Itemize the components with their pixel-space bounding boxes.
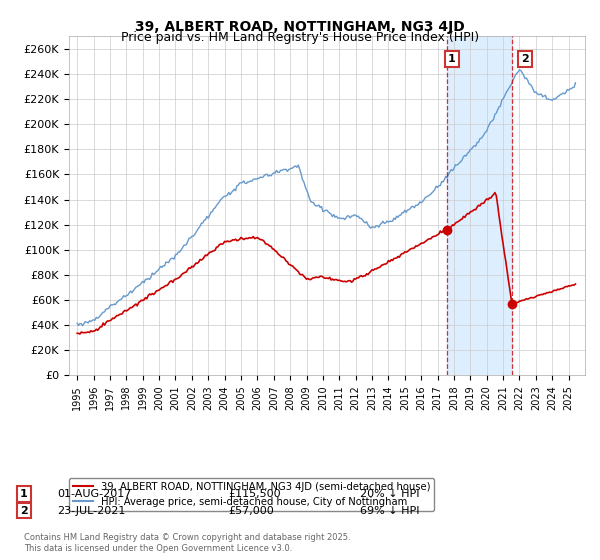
Text: 39, ALBERT ROAD, NOTTINGHAM, NG3 4JD: 39, ALBERT ROAD, NOTTINGHAM, NG3 4JD (135, 20, 465, 34)
Text: 1: 1 (20, 489, 28, 499)
Text: 1: 1 (448, 54, 456, 64)
Text: 20% ↓ HPI: 20% ↓ HPI (360, 489, 419, 499)
Legend: 39, ALBERT ROAD, NOTTINGHAM, NG3 4JD (semi-detached house), HPI: Average price, : 39, ALBERT ROAD, NOTTINGHAM, NG3 4JD (se… (69, 478, 434, 511)
Text: 01-AUG-2017: 01-AUG-2017 (57, 489, 131, 499)
Text: £57,000: £57,000 (228, 506, 274, 516)
Text: £115,500: £115,500 (228, 489, 281, 499)
Text: Price paid vs. HM Land Registry's House Price Index (HPI): Price paid vs. HM Land Registry's House … (121, 31, 479, 44)
Text: 23-JUL-2021: 23-JUL-2021 (57, 506, 125, 516)
Text: 69% ↓ HPI: 69% ↓ HPI (360, 506, 419, 516)
Text: 2: 2 (20, 506, 28, 516)
Text: 2: 2 (521, 54, 529, 64)
Text: Contains HM Land Registry data © Crown copyright and database right 2025.
This d: Contains HM Land Registry data © Crown c… (24, 533, 350, 553)
Bar (447, 36, 512, 375)
